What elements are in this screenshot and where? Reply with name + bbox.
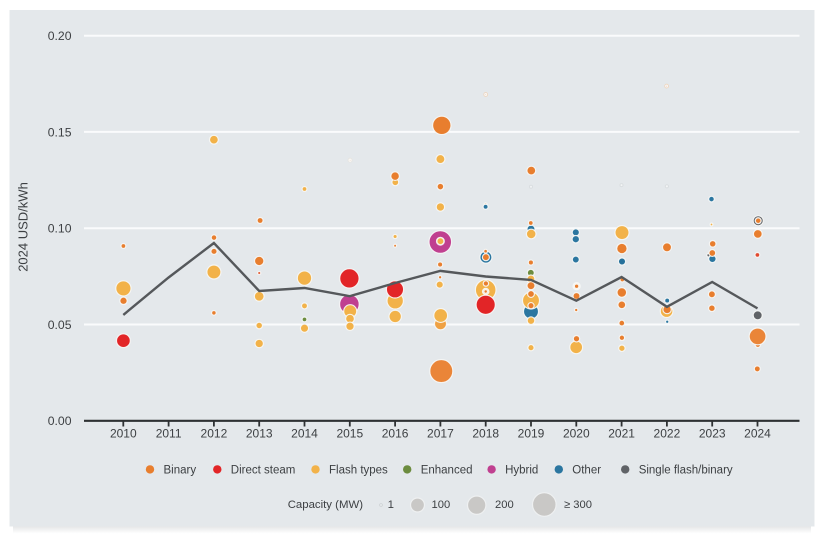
svg-text:0.05: 0.05 — [48, 318, 72, 332]
svg-text:100: 100 — [432, 499, 451, 511]
svg-text:2012: 2012 — [201, 427, 228, 441]
svg-text:2010: 2010 — [110, 427, 137, 441]
svg-text:Direct steam: Direct steam — [231, 464, 296, 476]
svg-text:Flash types: Flash types — [329, 464, 388, 476]
svg-text:2024 USD/kWh: 2024 USD/kWh — [16, 182, 31, 272]
svg-text:Other: Other — [572, 464, 601, 476]
svg-text:Binary: Binary — [164, 464, 197, 476]
svg-text:0.10: 0.10 — [48, 222, 72, 236]
svg-text:2024: 2024 — [744, 427, 771, 441]
svg-text:0.15: 0.15 — [48, 125, 72, 139]
svg-text:2020: 2020 — [563, 427, 590, 441]
svg-text:2015: 2015 — [336, 427, 363, 441]
svg-text:2022: 2022 — [654, 427, 681, 441]
svg-text:2018: 2018 — [472, 427, 499, 441]
svg-text:1: 1 — [388, 499, 394, 511]
svg-text:0.00: 0.00 — [48, 414, 72, 428]
svg-text:200: 200 — [495, 499, 514, 511]
svg-text:Enhanced: Enhanced — [421, 464, 473, 476]
svg-text:Single flash/binary: Single flash/binary — [639, 464, 733, 476]
svg-text:0.20: 0.20 — [48, 29, 72, 43]
svg-text:2017: 2017 — [427, 427, 454, 441]
svg-text:≥ 300: ≥ 300 — [564, 499, 592, 511]
svg-text:Hybrid: Hybrid — [505, 464, 538, 476]
svg-text:2011: 2011 — [156, 427, 182, 441]
svg-text:2014: 2014 — [291, 427, 318, 441]
svg-text:Capacity (MW): Capacity (MW) — [288, 499, 364, 511]
svg-text:2019: 2019 — [518, 427, 545, 441]
svg-text:2023: 2023 — [699, 427, 726, 441]
svg-text:2016: 2016 — [382, 427, 409, 441]
svg-text:2013: 2013 — [246, 427, 273, 441]
svg-text:2021: 2021 — [608, 427, 635, 441]
